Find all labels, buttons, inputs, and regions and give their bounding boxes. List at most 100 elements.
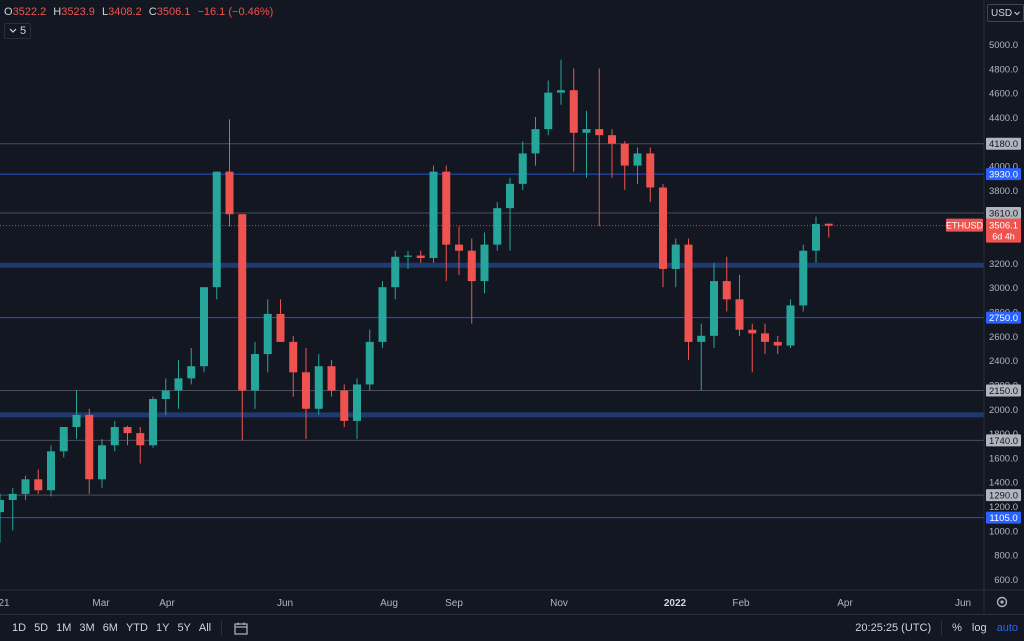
date-range-button[interactable] [234, 622, 248, 635]
candle [59, 427, 68, 458]
candle [21, 475, 30, 500]
auto-scale-toggle[interactable]: auto [996, 622, 1018, 634]
x-tick-label: Sep [445, 598, 463, 609]
candle [531, 116, 540, 166]
candle [620, 141, 629, 190]
candle-body [72, 414, 81, 428]
candle [493, 202, 502, 251]
candle [799, 244, 808, 312]
indicators-toggle-button[interactable]: 5 [4, 23, 32, 39]
price-chart[interactable]: 5000.04800.04600.04400.04200.04000.03800… [0, 0, 1024, 614]
chevron-down-icon [9, 28, 17, 33]
candle [85, 408, 94, 494]
y-tick-label: 2400.0 [989, 356, 1018, 367]
candle-body [378, 287, 387, 342]
timeframe-button-1d[interactable]: 1D [12, 622, 27, 634]
high-value: 3523.9 [61, 6, 95, 18]
candle [263, 299, 272, 373]
last-price-text: 3506.1 [989, 221, 1018, 232]
candle-body [506, 183, 514, 209]
currency-label: USD [991, 7, 1013, 19]
timeframe-button-all[interactable]: All [198, 622, 212, 634]
candle-body [671, 244, 680, 269]
level-price-text: 1105.0 [989, 513, 1017, 524]
level-price-text: 2750.0 [989, 313, 1018, 324]
percent-scale-toggle[interactable]: % [952, 622, 962, 634]
divider [941, 620, 943, 636]
candle-body [824, 223, 833, 226]
candle [34, 469, 43, 494]
candle-body [136, 433, 145, 446]
candle [276, 299, 285, 342]
symbol-text: ETHUSD [946, 221, 984, 231]
clock-timezone[interactable]: 20:25:25 (UTC) [855, 622, 932, 634]
support-band [0, 262, 984, 268]
candle-body [98, 445, 106, 480]
timeframe-button-5d[interactable]: 5D [34, 622, 49, 634]
last-price-tag: ETHUSD 3506.16d 4h [946, 218, 1021, 243]
support-band [0, 412, 984, 418]
candle [557, 59, 565, 105]
timeframe-button-1m[interactable]: 1M [56, 622, 72, 634]
price-countdown-tag [986, 218, 1021, 243]
candle-body [21, 479, 30, 494]
candle-body [518, 153, 527, 184]
candle [773, 335, 782, 355]
candle [136, 427, 145, 464]
candle [302, 347, 310, 440]
candle-body [149, 399, 157, 446]
candle-body [442, 171, 451, 245]
candle-body [557, 90, 565, 93]
candle [225, 119, 234, 227]
candle-body [620, 143, 629, 166]
candle-body [340, 390, 349, 421]
candle-body [799, 250, 808, 306]
candle [761, 323, 769, 355]
candle-body [633, 153, 642, 166]
candle [98, 439, 106, 488]
bottom-toolbar: 1D 5D 1M 3M 6M YTD 1Y 5Y All 20:25:25 (UTC) % lo… [0, 614, 1024, 641]
log-scale-toggle[interactable]: log [971, 622, 987, 634]
level-price-tag: 2750.0 [986, 311, 1021, 324]
timeframe-button-6m[interactable]: 6M [102, 622, 118, 634]
candle-body [47, 451, 55, 491]
level-price-tag: 1105.0 [986, 511, 1021, 524]
candle [365, 329, 374, 391]
close-value: 3506.1 [156, 6, 191, 18]
candle-body [251, 354, 259, 391]
y-tick-label: 3000.0 [989, 283, 1018, 294]
low-label: L [101, 6, 109, 18]
x-tick-label: Apr [837, 598, 853, 609]
candle [0, 493, 4, 543]
candle [187, 347, 196, 385]
candle-body [697, 335, 706, 342]
candle-body [531, 129, 540, 154]
candle-body [710, 281, 718, 336]
candle-body [582, 129, 591, 133]
change-value: −16.1 (−0.46%) [197, 6, 274, 18]
timeframe-button-5y[interactable]: 5Y [177, 622, 191, 634]
high-label: H [53, 6, 62, 18]
candle [327, 360, 336, 397]
timeframe-button-ytd[interactable]: YTD [125, 622, 148, 634]
candle-body [748, 329, 757, 334]
candle-body [773, 341, 782, 346]
candle [480, 232, 489, 294]
x-tick-label: Apr [159, 598, 175, 609]
y-tick-label: 600.0 [994, 575, 1018, 586]
currency-selector[interactable]: USD [987, 4, 1024, 22]
level-price-tag: 3610.0 [986, 207, 1021, 220]
open-label: O [4, 6, 13, 18]
timeframe-button-1y[interactable]: 1Y [155, 622, 170, 634]
settings-gear-icon[interactable] [996, 596, 1008, 608]
candle [455, 226, 463, 276]
candle-body [684, 244, 693, 342]
level-price-tag: 3930.0 [986, 168, 1021, 181]
timeframe-button-3m[interactable]: 3M [79, 622, 95, 634]
level-price-text: 4180.0 [989, 139, 1018, 150]
candle-body [761, 333, 769, 342]
level-price-text: 2150.0 [989, 386, 1018, 397]
candle-body [276, 313, 285, 342]
candle-body [0, 499, 4, 513]
candle [123, 425, 132, 446]
